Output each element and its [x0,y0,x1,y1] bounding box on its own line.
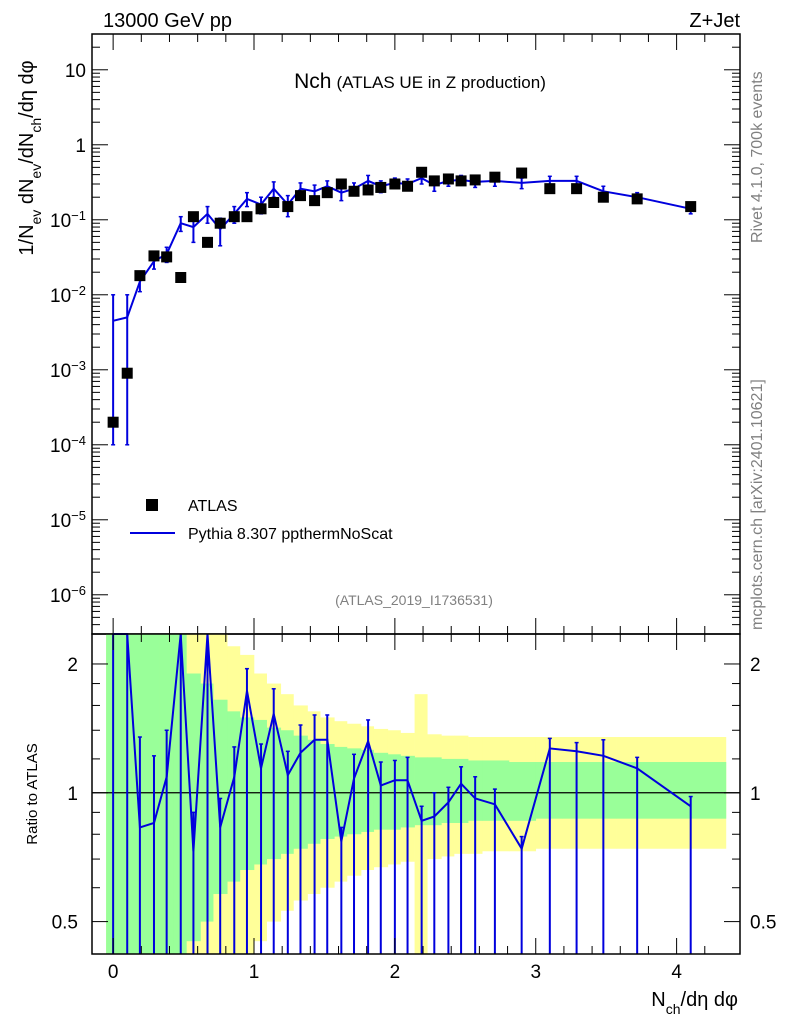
x-tick-label: 2 [390,962,401,983]
subtitle-text: (ATLAS UE in Z production) [336,73,545,92]
x-tick-label: 1 [249,962,260,983]
x-axis-label: Nch/dη dφ [651,989,738,1017]
legend-atlas-marker [146,499,158,511]
main-y-tick-label: 10−4 [50,432,86,457]
uncertainty-band-inner [427,757,442,826]
main-plot-marks [107,166,697,446]
ratio-plot-frame [91,633,741,955]
uncertainty-band-inner [213,699,228,895]
atlas-data-point [121,367,133,379]
atlas-data-point [362,184,374,196]
main-y-tick-label: 10−3 [50,357,86,382]
ratio-axes: 2 2 1 1 0.5 0.5 0 1 2 3 4 [52,634,776,983]
uncertainty-band-inner [186,673,201,942]
x-tick-label: 0 [108,962,119,983]
rivet-version-label: Rivet 4.1.0, 700k events [749,71,766,243]
main-y-tick-label: 10−1 [50,207,86,232]
atlas-data-point [175,272,187,284]
atlas-data-point [685,201,697,213]
ratio-y-tick-label-right: 2 [750,655,761,676]
atlas-data-point [402,180,414,192]
atlas-data-point [202,236,214,248]
main-y-axis: 10 1 10−1 10−2 10−3 10−4 10−5 10−6 [50,33,740,635]
x-tick-label: 4 [671,962,682,983]
atlas-data-point [107,416,119,428]
legend-pythia-label: Pythia 8.307 ppthermNoScat [188,526,393,543]
legend-atlas-label: ATLAS [188,498,238,515]
pythia-series-line [112,176,691,322]
atlas-data-point [309,195,321,207]
title-text: Nch [294,70,331,93]
main-y-tick-label: 10−5 [50,507,86,532]
ratio-y-tick-label: 0.5 [52,913,78,934]
atlas-data-point [489,171,501,183]
main-plot-panel: 10 1 10−1 10−2 10−3 10−4 10−5 10−6 Nch (ATLAS UE… [16,33,741,635]
atlas-data-point [241,211,253,223]
atlas-data-point [214,217,226,229]
atlas-data-point [631,193,643,205]
atlas-data-point [455,175,467,187]
atlas-data-point [187,211,199,223]
atlas-data-point [282,201,294,213]
atlas-data-point [375,181,387,193]
ratio-plot-marks [92,633,740,954]
main-y-tick-label: 10−6 [50,582,86,607]
atlas-data-point [348,185,360,197]
ratio-series-line [113,633,692,852]
atlas-data-point [335,178,347,190]
main-y-tick-label: 10−2 [50,282,86,307]
ratio-plot-panel: 2 2 1 1 0.5 0.5 0 1 2 3 4 Ratio to ATLAS Nch/dη dφ [24,633,776,1017]
main-y-tick-label: 10 [65,61,86,82]
atlas-data-point [416,166,428,178]
analysis-label: (ATLAS_2019_I1736531) [335,592,493,608]
main-y-tick-label: 1 [75,136,86,157]
ratio-y-tick-label: 2 [67,655,78,676]
ratio-y-label: Ratio to ATLAS [24,743,41,844]
atlas-data-point [516,167,528,179]
ratio-y-tick-label-right: 1 [750,784,761,805]
x-tick-label: 3 [530,962,541,983]
atlas-data-point [389,178,401,190]
atlas-data-point [228,211,240,223]
atlas-data-point [544,183,556,195]
y-axis-label: 1/Nev dNev/dNch/dη dφ [16,60,44,255]
atlas-data-point [294,190,306,202]
mcplots-label: mcplots.cern.ch [arXiv:2401.10621] [749,379,766,630]
atlas-data-point [469,174,481,186]
atlas-data-point [442,173,454,185]
ratio-y-tick-label-right: 0.5 [750,913,776,934]
atlas-data-point [571,183,583,195]
atlas-data-point [321,187,333,199]
main-plot-title: Nch (ATLAS UE in Z production) [294,70,546,93]
atlas-data-point [268,197,280,209]
atlas-data-point [148,250,160,262]
ratio-y-tick-label: 1 [67,784,78,805]
atlas-data-point [134,270,146,282]
energy-label: 13000 GeV pp [103,10,232,32]
atlas-data-point [428,175,440,187]
atlas-data-point [161,251,173,263]
main-plot-frame [91,33,741,635]
atlas-data-point [597,191,609,203]
atlas-data-point [255,203,267,215]
process-label: Z+Jet [689,10,740,32]
legend: ATLAS Pythia 8.307 ppthermNoScat [130,498,393,543]
svg-text:Nch(ATLAS UE in Z production): Nch (ATLAS UE in Z production) [294,70,546,93]
